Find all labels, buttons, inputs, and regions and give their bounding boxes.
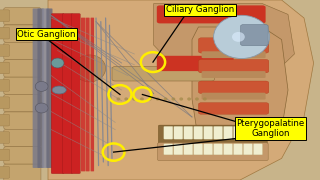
Text: Pterygopalatine
Ganglion: Pterygopalatine Ganglion bbox=[236, 119, 305, 138]
FancyBboxPatch shape bbox=[157, 143, 268, 161]
FancyBboxPatch shape bbox=[91, 18, 94, 171]
FancyBboxPatch shape bbox=[0, 45, 10, 56]
FancyBboxPatch shape bbox=[194, 144, 203, 155]
FancyBboxPatch shape bbox=[253, 144, 262, 155]
FancyBboxPatch shape bbox=[4, 129, 41, 147]
FancyBboxPatch shape bbox=[0, 10, 10, 22]
Circle shape bbox=[52, 86, 66, 94]
FancyBboxPatch shape bbox=[0, 97, 10, 109]
Polygon shape bbox=[192, 27, 288, 140]
FancyBboxPatch shape bbox=[158, 125, 267, 145]
FancyBboxPatch shape bbox=[46, 8, 52, 168]
Ellipse shape bbox=[35, 103, 48, 113]
FancyBboxPatch shape bbox=[4, 25, 41, 42]
FancyBboxPatch shape bbox=[204, 126, 212, 139]
FancyBboxPatch shape bbox=[62, 14, 73, 174]
FancyBboxPatch shape bbox=[157, 56, 234, 71]
FancyBboxPatch shape bbox=[244, 126, 252, 139]
FancyBboxPatch shape bbox=[202, 71, 266, 78]
Ellipse shape bbox=[74, 55, 106, 82]
Text: Otic Ganglion: Otic Ganglion bbox=[17, 30, 76, 39]
FancyBboxPatch shape bbox=[112, 67, 214, 81]
Ellipse shape bbox=[140, 97, 144, 101]
Ellipse shape bbox=[124, 97, 128, 101]
FancyBboxPatch shape bbox=[81, 18, 85, 171]
FancyBboxPatch shape bbox=[4, 8, 41, 25]
FancyBboxPatch shape bbox=[174, 126, 183, 139]
FancyBboxPatch shape bbox=[0, 166, 10, 178]
FancyBboxPatch shape bbox=[234, 126, 243, 139]
Ellipse shape bbox=[164, 97, 167, 101]
FancyBboxPatch shape bbox=[4, 42, 41, 60]
Ellipse shape bbox=[156, 97, 160, 101]
FancyBboxPatch shape bbox=[4, 147, 41, 164]
Ellipse shape bbox=[214, 15, 270, 58]
Ellipse shape bbox=[179, 97, 183, 101]
FancyBboxPatch shape bbox=[194, 126, 203, 139]
Text: Ciliary Ganglion: Ciliary Ganglion bbox=[166, 5, 234, 14]
Ellipse shape bbox=[187, 97, 191, 101]
FancyBboxPatch shape bbox=[4, 60, 41, 77]
FancyBboxPatch shape bbox=[234, 144, 243, 155]
FancyBboxPatch shape bbox=[0, 62, 10, 74]
FancyBboxPatch shape bbox=[33, 8, 40, 168]
FancyBboxPatch shape bbox=[241, 25, 268, 46]
Ellipse shape bbox=[51, 58, 64, 68]
Ellipse shape bbox=[172, 97, 175, 101]
FancyBboxPatch shape bbox=[198, 81, 269, 94]
Ellipse shape bbox=[132, 97, 136, 101]
FancyBboxPatch shape bbox=[164, 126, 173, 139]
FancyBboxPatch shape bbox=[184, 126, 193, 139]
FancyBboxPatch shape bbox=[174, 144, 183, 155]
FancyBboxPatch shape bbox=[164, 144, 173, 155]
FancyBboxPatch shape bbox=[202, 51, 266, 58]
FancyBboxPatch shape bbox=[0, 80, 10, 91]
FancyBboxPatch shape bbox=[51, 14, 64, 174]
FancyBboxPatch shape bbox=[214, 126, 223, 139]
FancyBboxPatch shape bbox=[0, 114, 10, 126]
FancyBboxPatch shape bbox=[4, 77, 41, 94]
FancyBboxPatch shape bbox=[198, 38, 269, 53]
FancyBboxPatch shape bbox=[224, 126, 233, 139]
FancyBboxPatch shape bbox=[214, 144, 223, 155]
FancyBboxPatch shape bbox=[198, 59, 269, 73]
FancyBboxPatch shape bbox=[71, 14, 80, 174]
FancyBboxPatch shape bbox=[86, 18, 90, 171]
FancyBboxPatch shape bbox=[202, 93, 266, 100]
Ellipse shape bbox=[148, 97, 152, 101]
FancyBboxPatch shape bbox=[0, 149, 10, 161]
FancyBboxPatch shape bbox=[253, 126, 262, 139]
FancyBboxPatch shape bbox=[0, 132, 10, 143]
Ellipse shape bbox=[232, 32, 245, 42]
FancyBboxPatch shape bbox=[0, 27, 10, 39]
FancyBboxPatch shape bbox=[4, 112, 41, 129]
Ellipse shape bbox=[116, 97, 120, 101]
Polygon shape bbox=[154, 4, 294, 81]
FancyBboxPatch shape bbox=[204, 144, 212, 155]
FancyBboxPatch shape bbox=[198, 103, 269, 114]
FancyBboxPatch shape bbox=[4, 94, 41, 112]
FancyBboxPatch shape bbox=[37, 8, 44, 168]
Ellipse shape bbox=[195, 97, 199, 101]
FancyBboxPatch shape bbox=[224, 144, 233, 155]
FancyBboxPatch shape bbox=[42, 8, 49, 168]
FancyBboxPatch shape bbox=[4, 164, 41, 180]
Ellipse shape bbox=[35, 81, 48, 91]
FancyBboxPatch shape bbox=[184, 144, 193, 155]
Polygon shape bbox=[48, 0, 314, 180]
FancyBboxPatch shape bbox=[244, 144, 252, 155]
Ellipse shape bbox=[203, 97, 207, 101]
FancyBboxPatch shape bbox=[157, 5, 266, 23]
